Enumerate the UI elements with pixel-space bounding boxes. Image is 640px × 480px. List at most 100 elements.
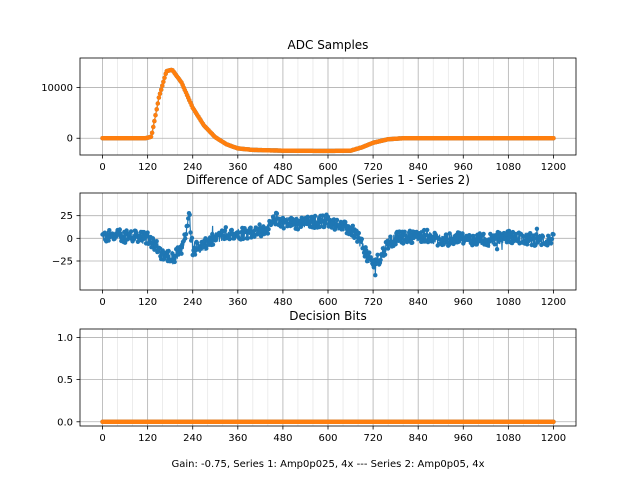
data-point <box>525 242 530 247</box>
data-point <box>266 227 271 232</box>
x-tick-label: 360 <box>228 433 247 444</box>
data-point <box>549 240 554 246</box>
data-point <box>408 232 413 238</box>
x-tick-label: 360 <box>228 162 247 173</box>
x-tick-label: 960 <box>454 297 473 308</box>
data-point <box>471 236 476 241</box>
x-tick-label: 0 <box>99 433 105 444</box>
axes-frame <box>79 57 577 156</box>
data-point <box>170 251 175 256</box>
x-tick-label: 1200 <box>541 297 566 308</box>
data-point <box>265 231 271 236</box>
data-point <box>343 219 348 225</box>
data-point <box>240 236 246 242</box>
data-point <box>424 232 429 238</box>
data-point <box>248 225 253 230</box>
data-point <box>385 246 391 251</box>
data-point <box>320 213 325 218</box>
x-tick-label: 840 <box>409 433 428 444</box>
data-point <box>494 247 500 252</box>
data-point <box>382 252 388 257</box>
data-point <box>186 216 191 221</box>
data-point <box>161 257 166 262</box>
data-point <box>213 237 219 242</box>
data-point <box>325 214 331 220</box>
data-point <box>551 232 556 237</box>
data-point <box>443 232 449 237</box>
y-tick-label: 10000 <box>41 83 73 94</box>
y-tick-label: 25 <box>60 211 73 222</box>
x-tick-label: 120 <box>138 433 157 444</box>
data-point <box>551 419 556 424</box>
axes-frame <box>79 192 577 291</box>
data-point <box>362 254 367 259</box>
data-point <box>155 101 160 106</box>
data-point <box>110 231 115 236</box>
data-point <box>207 235 213 240</box>
data-point <box>332 227 337 232</box>
series-series-1-series-2 <box>100 210 556 278</box>
data-point <box>402 229 407 234</box>
data-point <box>153 113 158 118</box>
data-point <box>192 252 198 257</box>
data-point <box>128 229 134 234</box>
data-point <box>160 83 165 88</box>
data-point <box>172 259 177 265</box>
data-point <box>305 214 310 219</box>
data-point <box>359 236 364 242</box>
data-point <box>179 251 184 256</box>
data-point <box>156 95 162 100</box>
data-point <box>393 242 398 247</box>
x-tick-label: 240 <box>183 433 202 444</box>
x-tick-label: 840 <box>409 162 428 173</box>
data-point <box>185 223 190 228</box>
data-point <box>481 231 486 237</box>
plot-area <box>100 67 556 154</box>
data-point <box>145 230 150 235</box>
x-tick-label: 960 <box>454 433 473 444</box>
data-point <box>106 238 111 243</box>
data-point <box>154 107 159 112</box>
data-point <box>401 241 406 246</box>
x-tick-label: 720 <box>364 433 383 444</box>
x-tick-label: 840 <box>409 297 428 308</box>
data-point <box>323 221 328 226</box>
x-tick-label: 600 <box>318 162 337 173</box>
figure-note: Gain: -0.75, Series 1: Amp0p025, 4x --- … <box>171 459 484 470</box>
series-series-2 <box>100 419 556 424</box>
data-point <box>494 233 499 239</box>
data-point <box>352 232 358 237</box>
data-point <box>257 222 262 227</box>
y-tick-label: 0.5 <box>57 375 73 386</box>
data-point <box>375 252 380 257</box>
x-tick-label: 1080 <box>496 433 521 444</box>
data-point <box>183 236 188 241</box>
data-point <box>203 236 208 241</box>
data-point <box>252 234 257 239</box>
x-tick-label: 0 <box>99 297 105 308</box>
data-point <box>208 239 213 244</box>
data-point <box>187 212 192 217</box>
data-point <box>114 233 120 238</box>
data-point <box>151 124 156 130</box>
data-point <box>281 226 286 231</box>
data-point <box>447 231 452 236</box>
x-tick-label: 480 <box>273 162 292 173</box>
data-point <box>367 250 372 255</box>
data-point <box>117 227 123 232</box>
chart-difference: Difference of ADC Samples (Series 1 - Se… <box>52 173 577 308</box>
x-tick-label: 1200 <box>541 433 566 444</box>
y-tick-label: 0 <box>67 234 73 245</box>
data-point <box>166 248 171 254</box>
y-tick-label: −25 <box>52 256 73 267</box>
data-point <box>352 235 357 240</box>
plot-area <box>100 419 556 424</box>
data-point <box>339 227 344 232</box>
x-tick-label: 1080 <box>496 162 521 173</box>
data-point <box>317 224 322 230</box>
x-tick-label: 600 <box>318 433 337 444</box>
data-point <box>122 240 128 245</box>
data-point <box>152 118 157 124</box>
x-tick-label: 360 <box>228 297 247 308</box>
